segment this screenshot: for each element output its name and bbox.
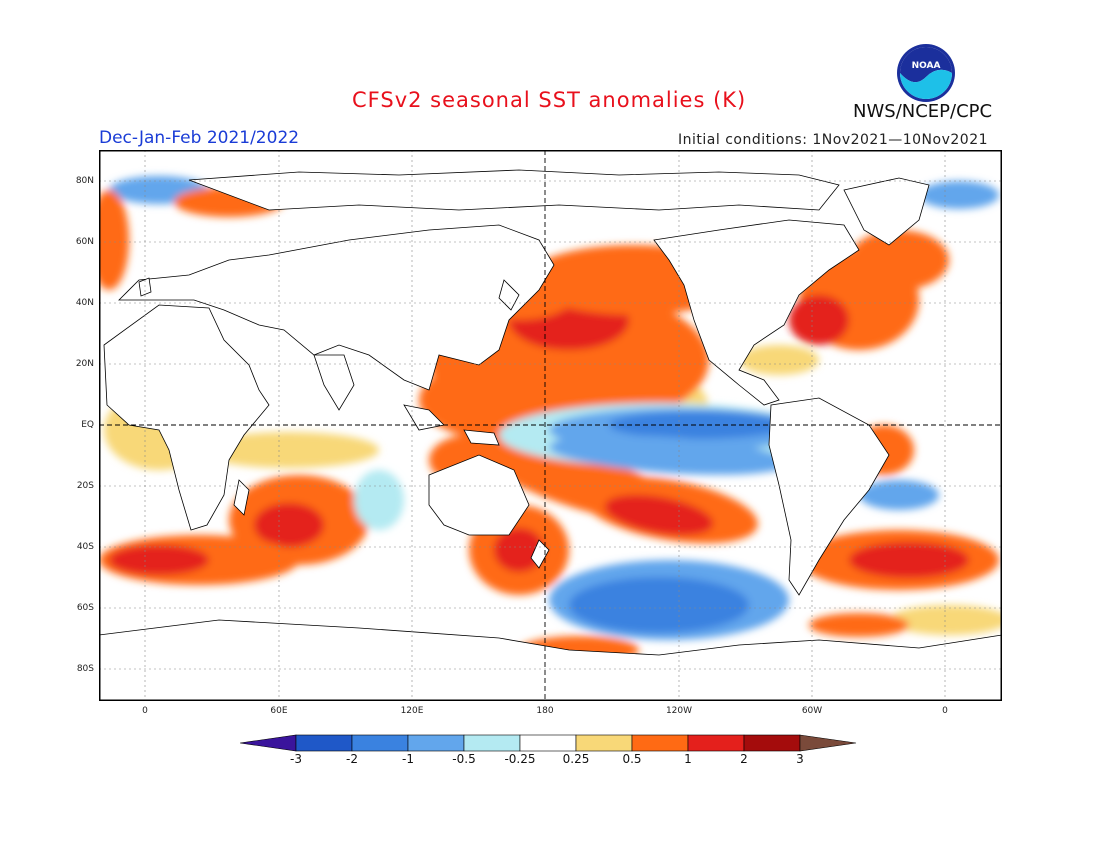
colorbar-label: -0.5 [452, 752, 476, 766]
land-eurasia [118, 224, 555, 391]
lat-label: 20S [76, 481, 94, 491]
colorbar-label: 3 [796, 752, 804, 766]
lat-label: 60N [75, 237, 94, 247]
warm-area [99, 190, 129, 290]
colorbar-segment [799, 734, 857, 752]
warm-area [254, 503, 324, 547]
land-arctic [188, 169, 840, 211]
land [99, 169, 1002, 701]
warm-area [109, 545, 209, 575]
warm-area [739, 345, 819, 375]
logo-text: NOAA [912, 61, 941, 71]
colorbar-label: -0.25 [504, 752, 536, 766]
noaa-logo: NOAA [897, 44, 955, 102]
warm-area [849, 542, 969, 578]
agency-label: NWS/NCEP/CPC [853, 101, 993, 122]
title: CFSv2 seasonal SST anomalies (K) [352, 88, 747, 112]
colorbar-label: -1 [402, 752, 414, 766]
cool-area [354, 470, 404, 530]
colorbar-label: 1 [684, 752, 692, 766]
colorbar-label: -3 [290, 752, 302, 766]
lon-label: 180 [536, 706, 554, 716]
warm-area [889, 605, 1002, 635]
colorbar-label: 2 [740, 752, 748, 766]
lat-label: 80S [76, 664, 94, 674]
land-japan [498, 279, 520, 311]
land-madagascar [233, 479, 250, 516]
colorbar-label: 0.5 [622, 752, 642, 766]
warm-area [199, 432, 379, 468]
lat-label: 80N [75, 176, 94, 186]
gridlines [99, 150, 1002, 701]
colorbar-segment [240, 734, 297, 752]
cool-area [569, 577, 749, 633]
lat-label: 40S [76, 542, 94, 552]
colorbar [240, 734, 857, 752]
colorbar-segment [407, 734, 465, 752]
land-north-america [653, 219, 860, 406]
colorbar-segment [743, 734, 801, 752]
warm-area [849, 230, 949, 290]
lon-label: 120E [400, 706, 424, 716]
warm-area [809, 613, 909, 637]
lat-label: EQ [81, 420, 94, 430]
map-frame [99, 150, 1002, 701]
lat-label: 60S [76, 603, 94, 613]
cool-area [549, 435, 789, 475]
lat-label: 20N [75, 359, 94, 369]
lon-label: 60W [801, 706, 823, 716]
lat-label: 40N [75, 298, 94, 308]
colorbar-segment [631, 734, 689, 752]
colorbar-label: 0.25 [562, 752, 590, 766]
lon-label: 60E [270, 706, 288, 716]
lon-label: 0 [942, 706, 948, 716]
land-india [313, 354, 355, 411]
lon-label: 0 [142, 706, 148, 716]
land-greenland [843, 177, 930, 246]
initial-conditions: Initial conditions: 1Nov2021—10Nov2021 [678, 132, 989, 148]
sst-anomaly-map [99, 150, 1002, 701]
cool-area [919, 181, 999, 209]
land-antarctica [99, 619, 1002, 701]
lon-label: 120W [665, 706, 693, 716]
land-new-guinea [463, 429, 500, 446]
colorbar-segment [519, 734, 577, 752]
warm-area [789, 295, 849, 345]
colorbar-segment [687, 734, 745, 752]
colorbar-segment [351, 734, 409, 752]
colorbar-segment [463, 734, 521, 752]
colorbar-segment [295, 734, 353, 752]
warm-area [494, 528, 544, 572]
land-australia [428, 454, 530, 536]
season-label: Dec-Jan-Feb 2021/2022 [99, 128, 300, 148]
cool-area [859, 480, 939, 510]
warm-area [604, 494, 714, 536]
colorbar-label: -2 [346, 752, 358, 766]
colorbar-segment [575, 734, 633, 752]
